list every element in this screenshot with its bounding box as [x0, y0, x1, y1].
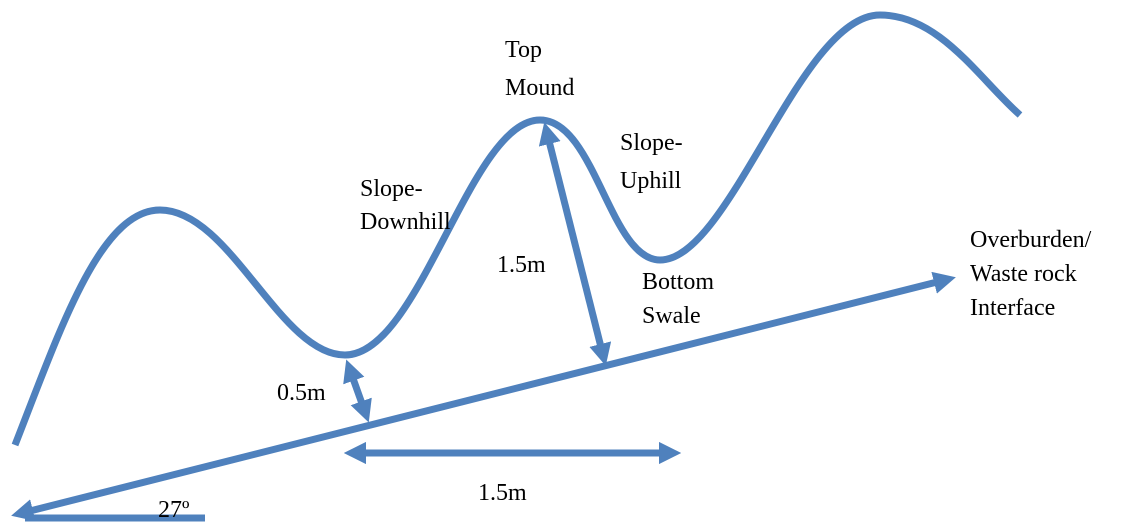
label: 1.5m: [478, 480, 527, 506]
label: 1.5m: [497, 252, 546, 278]
interface-arrow: [11, 271, 956, 522]
label: Downhill: [360, 209, 451, 235]
label: Top: [505, 37, 542, 63]
label: 0.5m: [277, 380, 326, 406]
label: Bottom: [642, 269, 714, 295]
label: Swale: [642, 303, 701, 329]
depth-arrow-large: [538, 122, 612, 366]
terrain-curve: [11, 11, 1023, 447]
depth-arrow-small: [343, 359, 372, 423]
label: Slope-: [620, 130, 683, 156]
label: Slope-: [360, 176, 423, 202]
labels: Top Mound Slope- Uphill Slope- Downhill 1.5m Bo…: [158, 37, 1092, 523]
label: Uphill: [620, 168, 682, 194]
label: 27º: [158, 497, 190, 523]
label: Overburden/: [970, 227, 1092, 253]
label: Waste rock: [970, 261, 1077, 287]
label: Interface: [970, 295, 1055, 321]
label: Mound: [505, 75, 574, 101]
